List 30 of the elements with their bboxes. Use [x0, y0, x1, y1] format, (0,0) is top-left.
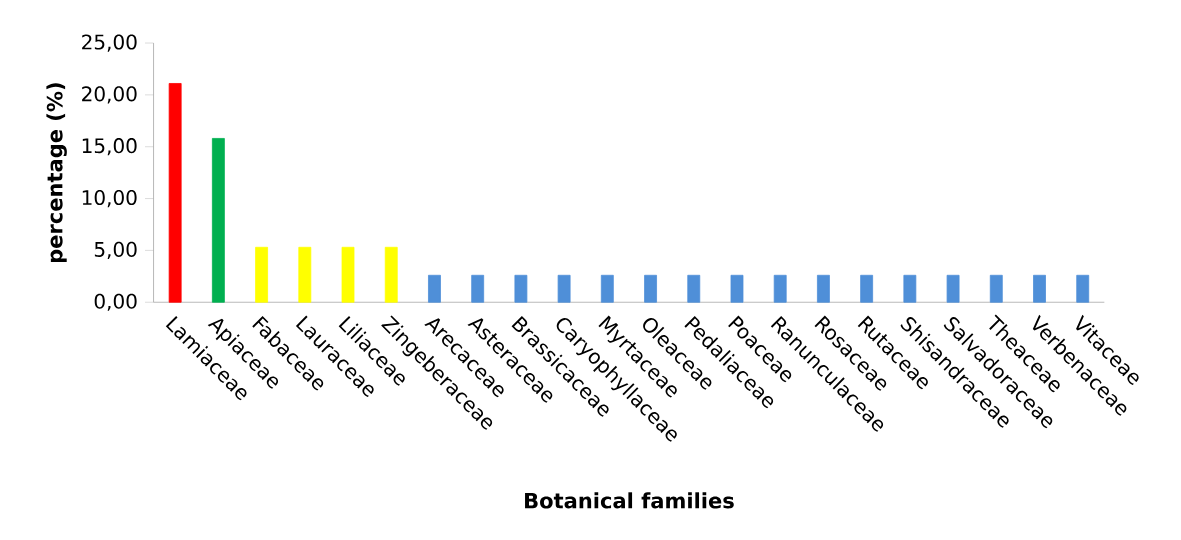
bar: [341, 246, 355, 303]
bar: [211, 137, 225, 303]
y-tick-label: 15,00: [82, 137, 137, 156]
bar: [168, 82, 182, 303]
y-tick-label: 10,00: [82, 189, 137, 207]
x-axis-title: Botanical families: [525, 492, 734, 509]
bar: [687, 274, 701, 303]
bar: [644, 274, 657, 303]
bar: [255, 246, 268, 303]
bar: [428, 274, 441, 303]
y-tick-label: 5,00: [94, 241, 137, 259]
y-axis-title: percentage (%): [46, 83, 67, 262]
y-tick-label: 25,00: [82, 34, 137, 52]
bar: [989, 274, 1003, 303]
y-tick-label: 0,00: [94, 293, 137, 311]
y-tick-label: 20,00: [82, 86, 137, 104]
bar: [946, 274, 960, 303]
bar: [514, 274, 528, 303]
bar: [471, 274, 485, 303]
bar: [860, 274, 874, 303]
bar: [600, 274, 614, 303]
bar: [1076, 274, 1090, 303]
bar: [384, 246, 398, 303]
bar: [903, 274, 917, 303]
bar: [730, 274, 744, 303]
bar: [817, 274, 830, 303]
bar: [773, 274, 787, 303]
bar: [557, 274, 571, 303]
bar: [298, 246, 312, 303]
bar: [1033, 274, 1046, 303]
